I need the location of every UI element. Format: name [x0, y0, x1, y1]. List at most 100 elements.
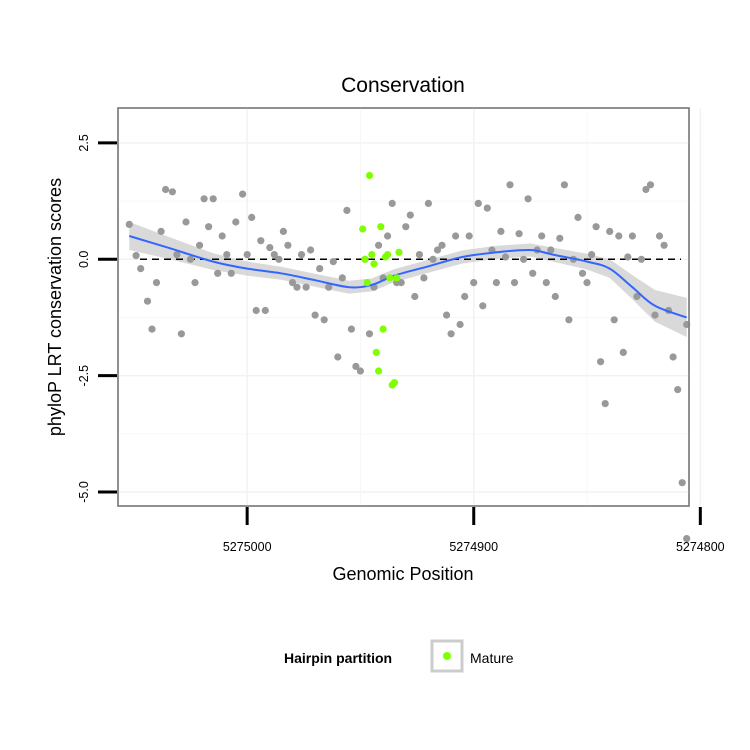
data-point: [637, 255, 646, 263]
data-point: [316, 265, 324, 273]
data-point: [642, 185, 650, 194]
data-point: [551, 292, 559, 301]
data-point: [214, 269, 222, 277]
mature-point: [363, 279, 371, 287]
data-point: [205, 223, 213, 231]
data-point: [252, 306, 260, 315]
data-point: [556, 234, 564, 242]
data-point: [497, 227, 505, 235]
y-tick-label: 0.0: [77, 251, 91, 268]
data-point: [137, 265, 145, 273]
data-point: [479, 302, 487, 310]
plot-panel: [117, 107, 690, 507]
data-point: [461, 292, 469, 301]
y-tick-label: -5.0: [77, 481, 91, 503]
x-tick-label: 5275000: [223, 540, 272, 554]
data-point: [452, 232, 460, 240]
data-point: [182, 218, 190, 226]
x-tick-label: 5274900: [449, 540, 498, 554]
data-point: [248, 213, 256, 221]
data-point: [624, 253, 632, 261]
data-point: [284, 241, 292, 249]
smooth-curve: [129, 235, 688, 319]
mature-point: [375, 367, 383, 375]
data-point: [456, 320, 464, 329]
mature-point: [372, 348, 380, 356]
smooth-line: [129, 235, 688, 319]
chart-title: Conservation: [341, 74, 465, 97]
data-point: [574, 213, 582, 221]
mature-point: [395, 248, 403, 256]
data-point: [243, 251, 251, 259]
y-axis-title: phyloP LRT conservation scores: [45, 178, 65, 436]
data-point: [196, 241, 204, 249]
data-point: [177, 330, 185, 338]
data-point: [384, 232, 392, 240]
data-point: [227, 269, 235, 277]
data-point: [162, 185, 170, 194]
data-point: [186, 255, 195, 263]
data-point: [474, 199, 482, 207]
data-point: [257, 237, 265, 245]
data-point: [660, 241, 668, 249]
data-point: [239, 190, 247, 198]
data-point: [447, 330, 455, 338]
data-point: [365, 330, 374, 338]
data-point: [597, 358, 605, 366]
data-point: [275, 255, 283, 263]
data-point: [232, 218, 240, 226]
data-point: [560, 181, 569, 189]
points-other: [125, 181, 691, 543]
mature-point: [359, 225, 367, 233]
data-point: [483, 204, 491, 212]
data-point: [132, 252, 140, 260]
data-point: [646, 181, 655, 189]
x-axis: 5275000 5274900 5274800: [223, 507, 725, 554]
data-point: [433, 246, 442, 254]
data-point: [674, 386, 682, 394]
data-point: [125, 220, 133, 228]
data-point: [578, 269, 587, 277]
data-point: [669, 353, 677, 361]
mature-point: [377, 223, 385, 231]
y-axis: 2.5 0.0 -2.5 -5.0: [77, 134, 117, 503]
data-point: [465, 232, 473, 240]
data-point: [200, 195, 208, 203]
x-axis-title: Genomic Position: [332, 564, 473, 584]
data-point: [538, 232, 546, 240]
data-point: [352, 362, 360, 370]
panel-border: [117, 107, 690, 507]
data-point: [524, 195, 532, 203]
data-point: [438, 241, 446, 249]
data-point: [443, 311, 451, 319]
data-point: [424, 199, 432, 207]
data-point: [655, 232, 664, 240]
legend-title: Hairpin partition: [284, 650, 392, 666]
data-point: [492, 279, 500, 287]
data-point: [270, 251, 278, 259]
data-point: [501, 253, 510, 261]
mature-point: [393, 274, 401, 282]
data-point: [209, 195, 217, 203]
legend-label-mature: Mature: [470, 650, 514, 666]
data-point: [375, 241, 383, 249]
data-point: [343, 206, 351, 214]
data-point: [223, 251, 231, 259]
data-point: [325, 283, 333, 291]
mature-point: [368, 251, 376, 259]
data-point: [470, 279, 478, 287]
mature-point: [379, 325, 387, 333]
data-point: [356, 367, 364, 375]
data-point: [506, 181, 514, 189]
data-point: [293, 283, 301, 291]
data-point: [402, 223, 410, 231]
data-point: [329, 258, 337, 266]
data-point: [311, 311, 319, 319]
data-point: [606, 227, 614, 235]
data-point: [515, 230, 523, 238]
data-point: [168, 188, 176, 196]
data-point: [411, 292, 419, 301]
data-point: [520, 255, 528, 263]
data-point: [191, 279, 199, 287]
